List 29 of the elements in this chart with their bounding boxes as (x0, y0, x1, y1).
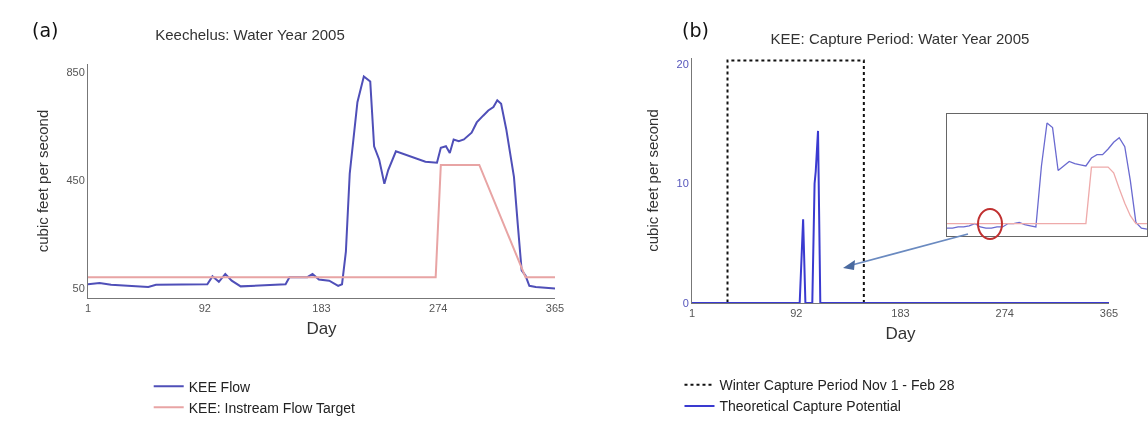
y-tick-label: 850 (66, 65, 85, 78)
x-tick-label: 1 (84, 302, 92, 315)
legend-label: KEE Flow (188, 378, 252, 395)
legend-label: KEE: Instream Flow Target (188, 399, 356, 416)
x-axis-title: Day (885, 323, 917, 343)
x-tick-label: 183 (312, 302, 331, 315)
legend-label: Winter Capture Period Nov 1 - Feb 28 (719, 377, 955, 394)
y-axis-title: cubic feet per second (643, 109, 661, 252)
y-tick-label: 0 (682, 296, 689, 309)
x-tick-label: 274 (429, 302, 448, 315)
text: (a) (32, 19, 59, 41)
y-tick-label: 20 (676, 57, 689, 70)
legend-label: Theoretical Capture Potential (719, 398, 901, 415)
x-axis-title: Day (306, 318, 338, 338)
x-tick-label: 274 (995, 307, 1014, 320)
y-tick-label: 450 (66, 174, 85, 187)
chart-title: Keechelus: Water Year 2005 (155, 26, 345, 44)
x-tick-label: 92 (198, 302, 211, 315)
y-axis-title: cubic feet per second (33, 109, 51, 253)
x-tick-label: 365 (545, 302, 565, 315)
text: (b) (682, 19, 709, 41)
line-series (88, 75, 555, 290)
x-tick-label: 365 (1099, 307, 1119, 320)
x-tick-label: 183 (891, 307, 910, 320)
y-tick-label: 10 (676, 177, 689, 190)
x-tick-label: 92 (790, 307, 803, 320)
x-tick-label: 1 (688, 307, 696, 320)
y-tick-label: 50 (72, 282, 85, 295)
chart-title: KEE: Capture Period: Water Year 2005 (770, 30, 1030, 48)
